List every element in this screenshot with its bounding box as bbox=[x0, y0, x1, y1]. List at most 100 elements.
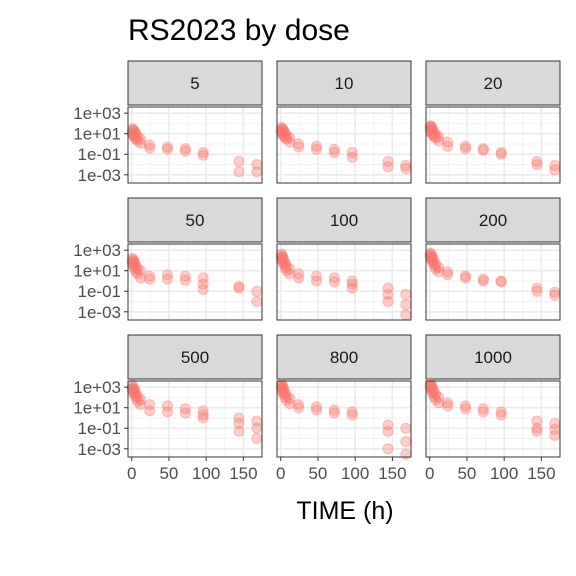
data-point bbox=[126, 383, 139, 396]
data-point bbox=[427, 387, 439, 399]
data-point bbox=[277, 257, 289, 269]
data-point bbox=[430, 258, 442, 271]
data-point bbox=[278, 383, 290, 395]
data-point bbox=[197, 272, 209, 284]
data-point bbox=[428, 385, 440, 397]
data-point bbox=[424, 247, 437, 259]
data-point bbox=[130, 387, 142, 399]
data-point bbox=[382, 419, 394, 431]
x-tick-label: 100 bbox=[341, 464, 369, 483]
data-point bbox=[400, 448, 412, 460]
facet-strip bbox=[425, 197, 561, 243]
data-point bbox=[278, 388, 290, 400]
y-tick-label: 1e+01 bbox=[73, 399, 121, 418]
data-point bbox=[426, 250, 438, 262]
data-point bbox=[428, 391, 440, 403]
facet-strip-label: 1000 bbox=[474, 348, 512, 367]
data-point bbox=[382, 288, 394, 300]
data-point bbox=[382, 295, 394, 308]
data-point bbox=[400, 163, 412, 175]
data-point bbox=[275, 126, 288, 138]
y-tick-label: 1e-01 bbox=[78, 145, 121, 164]
data-point bbox=[132, 131, 144, 143]
data-point bbox=[531, 415, 543, 427]
facet-strip bbox=[127, 60, 263, 106]
data-point bbox=[279, 391, 291, 404]
facet-strip bbox=[425, 60, 561, 106]
panel-border bbox=[127, 380, 263, 458]
data-point bbox=[132, 391, 144, 403]
data-point bbox=[441, 266, 454, 278]
panel-border bbox=[425, 243, 561, 321]
data-point bbox=[477, 403, 489, 415]
data-point bbox=[430, 388, 442, 400]
data-point bbox=[426, 128, 438, 140]
data-point bbox=[179, 274, 191, 286]
data-point bbox=[292, 141, 305, 153]
data-point bbox=[433, 262, 445, 274]
data-point bbox=[328, 276, 340, 288]
y-tick-label: 1e-01 bbox=[78, 419, 121, 438]
data-point bbox=[197, 283, 209, 296]
facet-strip-label: 50 bbox=[186, 211, 205, 230]
data-point bbox=[292, 402, 305, 414]
data-point bbox=[531, 285, 543, 297]
data-point bbox=[441, 397, 454, 409]
data-point bbox=[427, 129, 439, 141]
data-point bbox=[130, 392, 142, 405]
data-point bbox=[433, 131, 445, 143]
data-point bbox=[128, 125, 140, 137]
x-tick-label: 150 bbox=[527, 464, 555, 483]
data-point bbox=[459, 143, 472, 155]
data-point bbox=[459, 403, 472, 415]
facet-strip-label: 100 bbox=[330, 211, 358, 230]
facet-strip bbox=[276, 60, 412, 106]
x-tick-label: 0 bbox=[276, 464, 285, 483]
data-point bbox=[310, 401, 323, 413]
y-tick-label: 1e-03 bbox=[78, 440, 121, 459]
data-point bbox=[143, 273, 156, 285]
data-point bbox=[292, 268, 305, 280]
y-tick-label: 1e-01 bbox=[78, 282, 121, 301]
data-point bbox=[281, 394, 293, 407]
data-point bbox=[132, 135, 144, 147]
data-point bbox=[495, 148, 507, 160]
data-point bbox=[346, 406, 358, 418]
data-point bbox=[328, 407, 340, 419]
x-tick-label: 0 bbox=[127, 464, 136, 483]
data-point bbox=[310, 275, 323, 287]
panel-border bbox=[276, 106, 412, 184]
y-tick-label: 1e+03 bbox=[73, 104, 121, 123]
facet-panel: 100 bbox=[275, 197, 412, 321]
facet-strip-label: 20 bbox=[484, 74, 503, 93]
data-point bbox=[433, 266, 445, 278]
facet-panel: 1000 0 50 100 150 bbox=[424, 334, 561, 483]
x-tick-label: 150 bbox=[229, 464, 257, 483]
data-point bbox=[143, 270, 156, 282]
data-point bbox=[284, 263, 296, 275]
data-point bbox=[281, 265, 293, 277]
data-point bbox=[382, 425, 394, 437]
data-point bbox=[143, 399, 156, 411]
data-point bbox=[143, 139, 156, 151]
data-point bbox=[129, 257, 141, 269]
data-point bbox=[279, 262, 291, 274]
data-point bbox=[346, 275, 358, 287]
data-point bbox=[233, 166, 245, 178]
data-point bbox=[310, 270, 323, 282]
data-point bbox=[328, 146, 340, 159]
data-point bbox=[130, 266, 142, 278]
data-point bbox=[346, 151, 358, 163]
data-point bbox=[400, 309, 412, 321]
data-point bbox=[179, 270, 191, 282]
data-point bbox=[531, 422, 543, 434]
data-point bbox=[128, 255, 140, 268]
data-point bbox=[292, 138, 305, 150]
data-point bbox=[495, 409, 507, 421]
data-point bbox=[197, 278, 209, 290]
data-point bbox=[251, 422, 263, 434]
data-point bbox=[129, 384, 141, 396]
data-point bbox=[382, 282, 394, 294]
